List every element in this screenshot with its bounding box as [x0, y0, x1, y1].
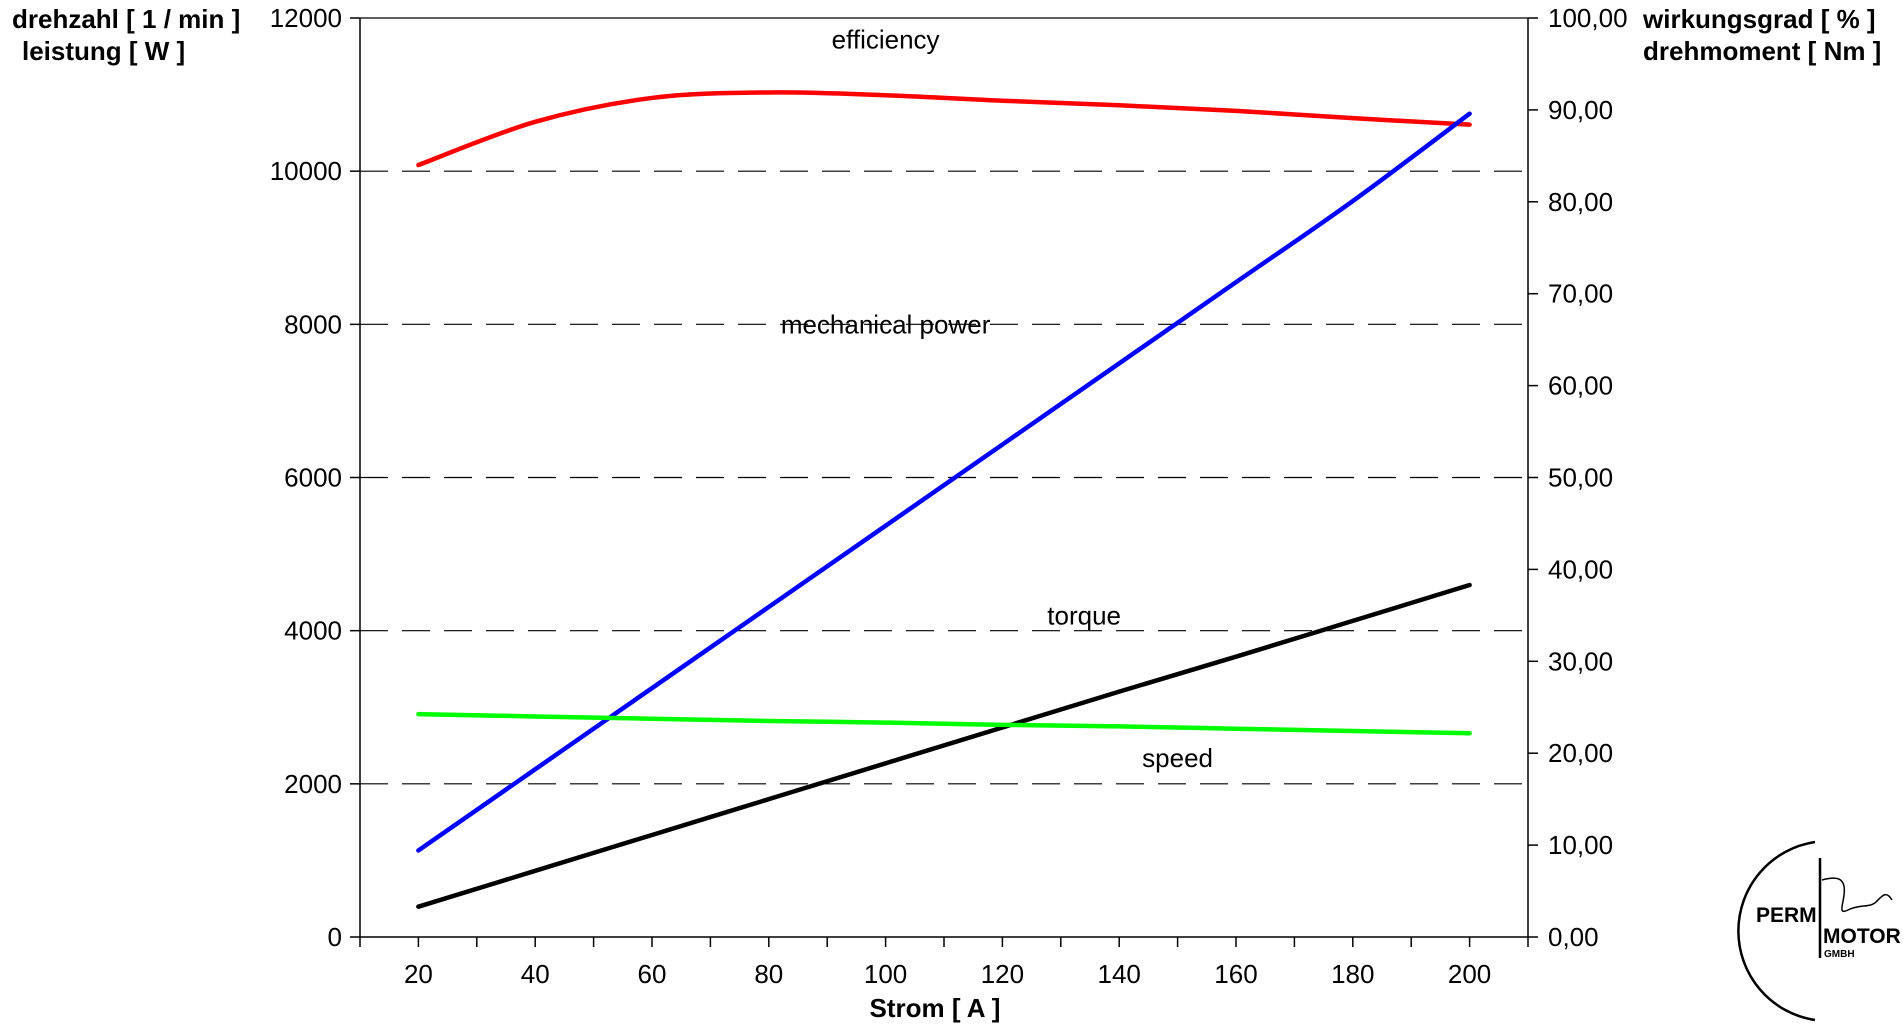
x-tick-label-140: 140: [1098, 959, 1141, 989]
x-tick-label-40: 40: [521, 959, 550, 989]
left-tick-label-10000: 10000: [270, 156, 342, 186]
right-axis-title-line1: wirkungsgrad [ % ]: [1642, 4, 1876, 34]
series-line-efficiency: [416, 90, 1472, 168]
annotation-efficiency: efficiency: [832, 25, 940, 55]
right-axis-ticks: 0,00 10,00 20,00 30,00 40,00 50,00 60,00 70,00 8…: [1528, 3, 1628, 952]
x-axis-title: Strom [ A ]: [870, 993, 1001, 1023]
left-tick-label-6000: 6000: [284, 463, 342, 493]
left-axis-title-line2: leistung [ W ]: [22, 36, 185, 66]
left-axis-title-line1: drehzahl [ 1 / min ]: [12, 4, 240, 34]
series-line-speed: [416, 711, 1472, 736]
right-tick-label-0: 0,00: [1548, 922, 1599, 952]
annotation-mechanical-power: mechanical power: [781, 310, 991, 340]
x-tick-label-200: 200: [1448, 959, 1491, 989]
right-tick-label-70: 70,00: [1548, 279, 1613, 309]
right-tick-label-90: 90,00: [1548, 95, 1613, 125]
left-tick-label-2000: 2000: [284, 769, 342, 799]
logo-perm: PERM: [1756, 904, 1817, 927]
permmotor-logo: PERM MOTOR GMBH: [1737, 840, 1901, 1022]
right-tick-label-100: 100,00: [1548, 3, 1628, 33]
annotation-torque: torque: [1047, 601, 1121, 631]
left-tick-label-0: 0: [328, 922, 342, 952]
left-tick-label-8000: 8000: [284, 309, 342, 339]
left-tick-label-4000: 4000: [284, 616, 342, 646]
left-tick-label-12000: 12000: [270, 3, 342, 33]
gridlines: [360, 170, 1528, 785]
right-axis-title-line2: drehmoment [ Nm ]: [1643, 36, 1881, 66]
series-lines: [416, 90, 1472, 909]
x-tick-label-20: 20: [404, 959, 433, 989]
series-line-mechanical-power: [416, 111, 1472, 853]
right-tick-label-30: 30,00: [1548, 646, 1613, 676]
x-tick-label-100: 100: [864, 959, 907, 989]
x-tick-label-180: 180: [1331, 959, 1374, 989]
x-tick-label-160: 160: [1214, 959, 1257, 989]
x-tick-label-120: 120: [981, 959, 1024, 989]
logo-signature: [1821, 877, 1893, 912]
left-axis-ticks: 0 2000 4000 6000 8000 10000 12000: [270, 3, 360, 952]
x-tick-label-60: 60: [638, 959, 667, 989]
x-tick-label-80: 80: [754, 959, 783, 989]
x-axis-ticks: 20 40 60 80 100 120 140 160 180 200: [359, 937, 1529, 989]
logo-gmbh: GMBH: [1824, 949, 1855, 960]
annotations: efficiency mechanical power torque speed: [781, 25, 1213, 773]
right-tick-label-10: 10,00: [1548, 830, 1613, 860]
right-tick-label-50: 50,00: [1548, 463, 1613, 493]
logo-arc: [1737, 840, 1816, 1022]
right-tick-label-40: 40,00: [1548, 554, 1613, 584]
series-line-torque: [416, 582, 1472, 909]
logo-motor: MOTOR: [1823, 925, 1901, 948]
right-tick-label-60: 60,00: [1548, 371, 1613, 401]
annotation-speed: speed: [1142, 743, 1213, 773]
right-tick-label-80: 80,00: [1548, 187, 1613, 217]
right-tick-label-20: 20,00: [1548, 738, 1613, 768]
